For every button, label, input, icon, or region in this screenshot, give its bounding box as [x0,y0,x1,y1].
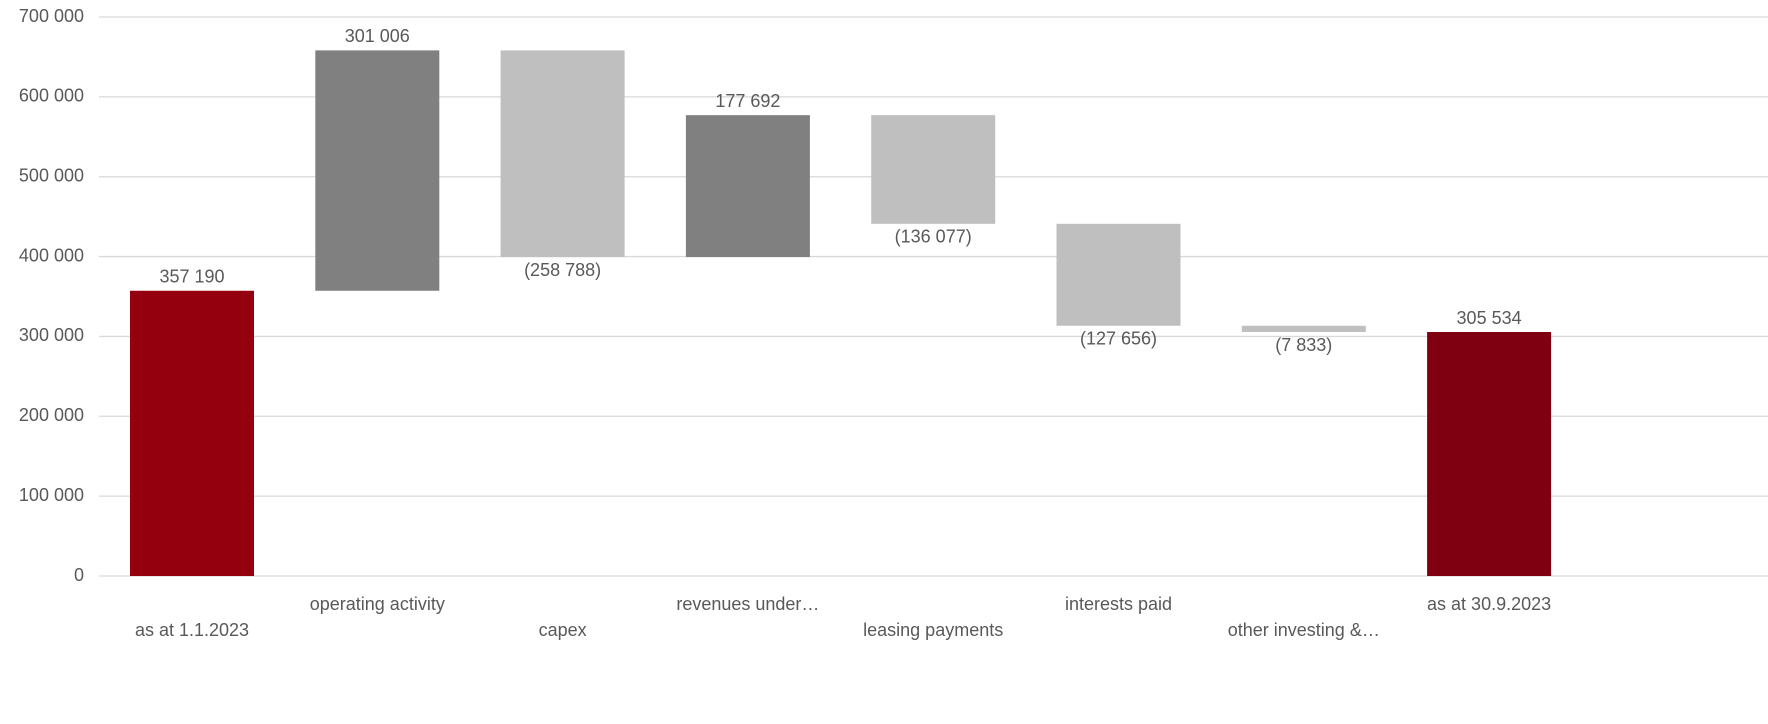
y-tick-label: 500 000 [19,165,84,185]
data-label: (7 833) [1275,335,1332,355]
x-tick-label: operating activity [310,594,445,614]
x-tick-label: as at 1.1.2023 [135,620,249,640]
data-label: (258 788) [524,260,601,280]
y-tick-label: 200 000 [19,405,84,425]
data-label: 357 190 [159,267,224,287]
y-tick-label: 700 000 [19,6,84,26]
x-tick-label: as at 30.9.2023 [1427,594,1551,614]
y-tick-label: 100 000 [19,485,84,505]
bar [871,115,996,224]
y-tick-label: 600 000 [19,86,84,106]
bar [315,50,440,291]
data-label: (127 656) [1080,329,1157,349]
bar [1241,325,1366,333]
bar [1427,332,1552,576]
bar [685,115,810,258]
x-tick-label: capex [539,620,587,640]
x-tick-label: other investing &… [1228,620,1380,640]
x-tick-label: revenues under… [676,594,819,614]
x-tick-label: leasing payments [863,620,1003,640]
bar [130,290,254,576]
y-tick-label: 300 000 [19,325,84,345]
data-label: 305 534 [1457,308,1522,328]
bar [500,50,625,258]
y-tick-label: 0 [74,565,84,585]
data-label: 301 006 [345,26,410,46]
data-label: 177 692 [715,91,780,111]
y-tick-label: 400 000 [19,245,84,265]
bar [1056,223,1181,326]
x-tick-label: interests paid [1065,594,1172,614]
data-label: (136 077) [895,227,972,247]
